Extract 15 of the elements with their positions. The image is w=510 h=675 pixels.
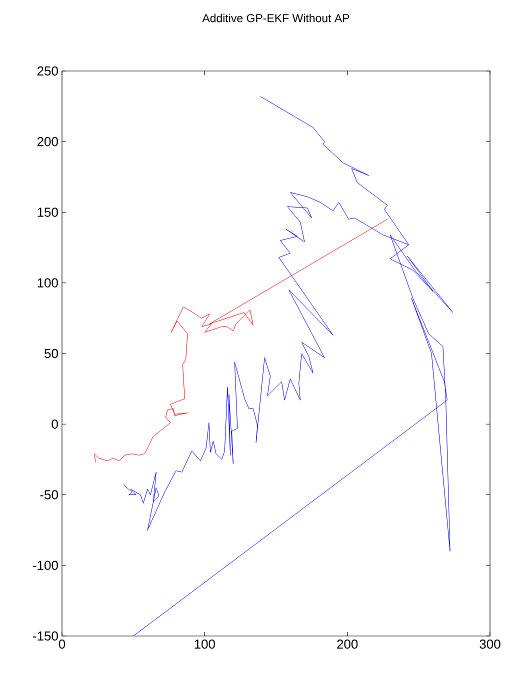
- y-tick-label: 150: [38, 208, 58, 217]
- y-tick-label: 200: [37, 137, 58, 146]
- x-tick-label: 200: [337, 640, 358, 649]
- x-tick-label: 300: [480, 640, 500, 649]
- x-tick-label: 100: [194, 640, 216, 649]
- y-tick-label: 100: [38, 278, 58, 288]
- x-tick-label: 0: [58, 640, 66, 649]
- chart-title: Additive GP-EKF Without AP: [202, 14, 350, 22]
- y-tick-label: 50: [44, 348, 58, 358]
- y-tick-label: -50: [40, 490, 58, 500]
- line-series: [94, 219, 388, 463]
- y-tick-label: 250: [37, 66, 58, 76]
- y-tick-label: 0: [52, 420, 58, 429]
- y-tick-label: -150: [33, 631, 58, 641]
- y-tick-label: -100: [33, 560, 58, 570]
